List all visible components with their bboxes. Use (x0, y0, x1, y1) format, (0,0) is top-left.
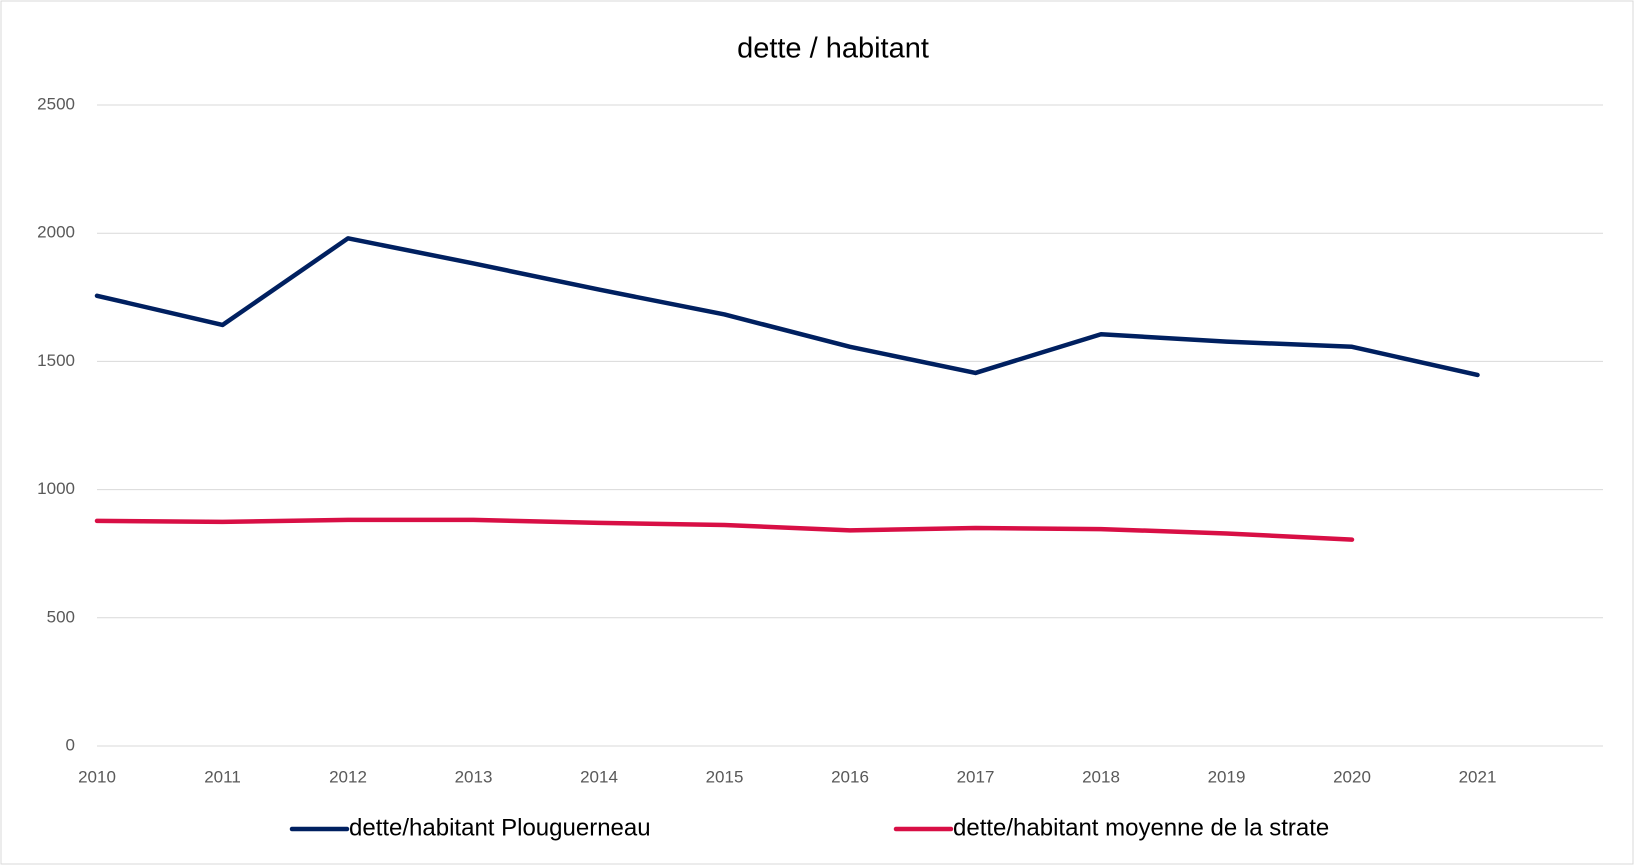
x-tick-label: 2010 (78, 767, 116, 786)
x-tick-label: 2014 (580, 767, 618, 786)
x-tick-label: 2018 (1082, 767, 1120, 786)
x-tick-label: 2017 (957, 767, 995, 786)
x-tick-label: 2016 (831, 767, 869, 786)
x-tick-label: 2015 (706, 767, 744, 786)
x-tick-label: 2011 (204, 767, 241, 786)
y-tick-label: 2500 (37, 94, 75, 113)
legend-label: dette/habitant Plouguerneau (349, 814, 651, 841)
y-tick-label: 1000 (37, 479, 75, 498)
x-tick-label: 2012 (329, 767, 367, 786)
y-tick-label: 0 (66, 735, 75, 754)
legend-label: dette/habitant moyenne de la strate (953, 814, 1329, 841)
x-tick-label: 2021 (1459, 767, 1497, 786)
x-tick-label: 2013 (455, 767, 493, 786)
y-tick-label: 2000 (37, 223, 75, 242)
y-tick-label: 500 (47, 607, 75, 626)
series-line (94, 517, 1355, 542)
y-tick-label: 1500 (37, 351, 75, 370)
series-line (94, 236, 1480, 378)
x-tick-label: 2019 (1208, 767, 1246, 786)
chart-title: dette / habitant (737, 33, 929, 65)
x-tick-label: 2020 (1333, 767, 1371, 786)
